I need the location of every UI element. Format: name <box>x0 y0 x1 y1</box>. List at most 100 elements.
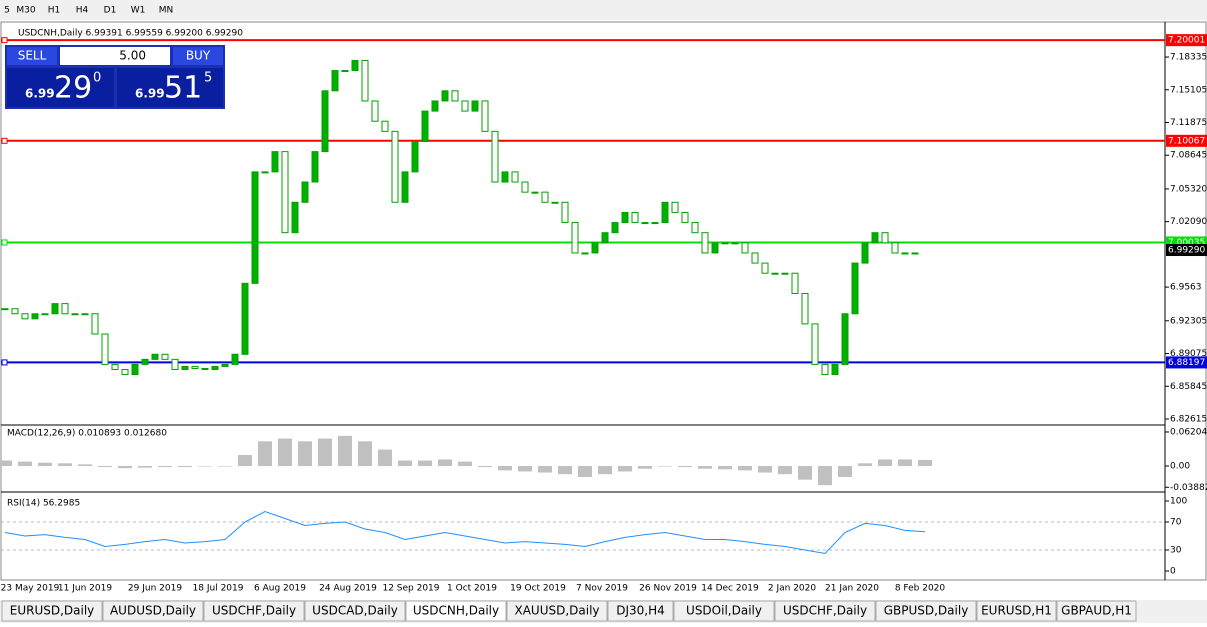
level-label: 7.10067 <box>1168 136 1205 146</box>
candle <box>841 313 849 365</box>
candle <box>831 363 839 376</box>
tab-label[interactable]: USDCHF,Daily <box>212 604 296 618</box>
tab[interactable] <box>875 600 977 622</box>
macd-bar <box>338 435 352 466</box>
level-label: 7.20001 <box>1168 36 1205 46</box>
tab[interactable] <box>102 600 204 622</box>
candle <box>241 282 249 355</box>
candle <box>881 232 889 244</box>
timeframe[interactable]: D1 <box>104 6 117 16</box>
timeframe[interactable]: 5 <box>4 6 10 16</box>
candle <box>671 201 679 213</box>
buy-button[interactable] <box>173 47 223 65</box>
tab[interactable] <box>673 600 775 622</box>
y-tick-label: 7.05320 <box>1170 184 1207 194</box>
tab[interactable] <box>774 600 876 622</box>
tab-label[interactable]: USDCNH,Daily <box>413 604 499 618</box>
tab-label[interactable]: GBPUSD,Daily <box>884 604 969 618</box>
x-tick-label: 21 Jan 2020 <box>825 584 879 594</box>
tab-label[interactable]: EURUSD,H1 <box>981 604 1052 618</box>
price-prefix: 6.99 <box>25 87 55 101</box>
candle <box>261 171 269 174</box>
candle <box>461 100 469 112</box>
timeframe[interactable]: W1 <box>131 6 146 16</box>
y-tick-label: 70 <box>1170 518 1182 528</box>
candle <box>661 201 669 224</box>
macd-bar <box>778 465 792 475</box>
tab-label[interactable]: USDCHF,Daily <box>783 604 867 618</box>
candle <box>801 292 809 325</box>
tab[interactable] <box>506 600 608 622</box>
y-tick-label: 0.062042 <box>1170 427 1207 437</box>
candle <box>851 262 859 315</box>
candle <box>61 303 69 315</box>
candle <box>471 100 479 112</box>
tab-label[interactable]: USDOil,Daily <box>686 604 762 618</box>
candle <box>411 140 419 173</box>
macd-bar <box>558 465 572 475</box>
macd-bar <box>498 465 512 471</box>
macd-bar <box>918 459 932 466</box>
tab-label[interactable]: USDCAD,Daily <box>312 604 398 618</box>
lots[interactable]: 5.00 <box>119 49 146 63</box>
y-tick-label: 6.85845 <box>1170 382 1207 392</box>
x-tick-label: 11 Jun 2019 <box>58 584 112 594</box>
tab-label[interactable]: GBPAUD,H1 <box>1061 604 1132 618</box>
candle <box>871 232 879 244</box>
sell-label[interactable]: SELL <box>18 49 47 63</box>
macd-bar <box>678 465 692 468</box>
level-handle <box>1 37 8 44</box>
tab-label[interactable]: AUDUSD,Daily <box>110 604 196 618</box>
macd-bar <box>638 465 652 469</box>
tab-label[interactable]: DJ30,H4 <box>616 604 665 618</box>
y-tick-label: 6.9563 <box>1170 283 1202 293</box>
macd-bar <box>318 438 332 466</box>
candle <box>561 201 569 224</box>
y-tick-label: 7.11875 <box>1170 118 1207 128</box>
candle <box>381 120 389 132</box>
macd-bar <box>258 441 272 466</box>
timeframe[interactable]: H4 <box>76 6 89 16</box>
candle <box>681 211 689 224</box>
timeframe[interactable]: MN <box>159 6 174 16</box>
tab[interactable] <box>405 600 507 622</box>
candle <box>621 211 629 224</box>
x-tick-label: 6 Aug 2019 <box>254 584 306 594</box>
candle <box>651 222 659 225</box>
tab[interactable] <box>607 600 674 622</box>
candle <box>101 333 109 365</box>
candle <box>861 242 869 264</box>
macd-bar <box>518 465 532 472</box>
candle <box>221 363 229 367</box>
tab-label[interactable]: EURUSD,Daily <box>10 604 95 618</box>
macd-bar <box>78 464 92 466</box>
tab[interactable] <box>1 600 103 622</box>
macd-bar <box>278 438 292 466</box>
sell-button[interactable] <box>7 47 57 65</box>
candle <box>611 222 619 234</box>
macd-bar <box>218 465 232 467</box>
tab-label[interactable]: XAUUSD,Daily <box>514 604 599 618</box>
tab[interactable] <box>203 600 305 622</box>
candle <box>331 70 339 92</box>
macd-bar <box>178 465 192 468</box>
candle <box>191 365 199 369</box>
macd-bar <box>718 465 732 470</box>
candle <box>591 242 599 254</box>
buy-label[interactable]: BUY <box>186 49 211 63</box>
candle <box>491 130 499 183</box>
candle <box>391 130 399 203</box>
candle <box>121 368 129 376</box>
tab[interactable] <box>1056 600 1137 622</box>
timeframe[interactable]: M30 <box>16 6 35 16</box>
candle <box>161 353 169 360</box>
tab[interactable] <box>304 600 406 622</box>
x-tick-label: 12 Sep 2019 <box>382 584 439 594</box>
y-tick-label: 30 <box>1170 546 1182 556</box>
timeframe[interactable]: H1 <box>48 6 61 16</box>
price-tag <box>1166 244 1207 257</box>
candle <box>631 211 639 224</box>
tab[interactable] <box>976 600 1057 622</box>
macd-bar <box>158 465 172 468</box>
candle <box>111 363 119 370</box>
